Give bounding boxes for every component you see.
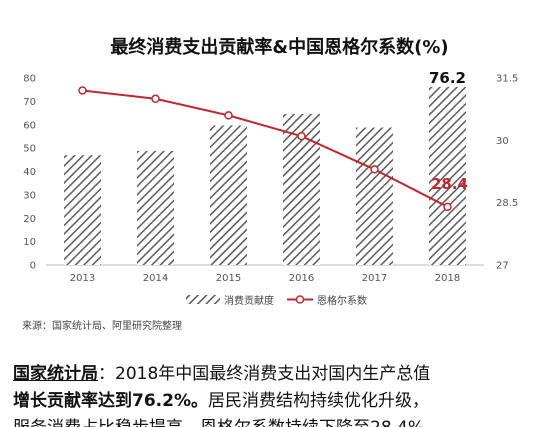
caption-text: 国家统计局：2018年中国最终消费支出对国内生产总值 增长贡献率达到76.2%。… [13,361,553,427]
caption-highlight: 增长贡献率达到76.2%。 [13,391,208,411]
line-point [78,86,87,95]
left-axis-tick-label: 30 [23,190,36,201]
x-axis-tick-label: 2013 [70,273,95,284]
right-axis-tick-label: 28.5 [496,198,518,209]
plot-area: 0 10 20 30 40 50 60 70 80 27 28.5 30 31.5 2013 2014 201… [23,69,518,307]
right-axis-tick-label: 31.5 [496,74,518,85]
caption-lead: 国家统计局 [13,364,98,384]
chart-title: 最终消费支出贡献率&中国恩格尔系数(%) [110,37,449,58]
combo-chart: 0 10 20 30 40 50 60 70 80 27 28.5 30 31.5 2013 2014 201… [23,69,518,307]
bar [210,125,247,265]
x-axis-tick-label: 2018 [435,273,460,284]
caption-line-2: 增长贡献率达到76.2%。居民消费结构持续优化升级， [13,388,553,415]
right-axis-tick-label: 27 [496,261,509,272]
left-axis-tick-label: 10 [23,237,36,248]
left-axis-tick-label: 70 [23,97,36,108]
legend-swatch-bar [186,295,220,304]
line-point [297,131,306,141]
bar [137,150,174,265]
line-point [151,94,160,104]
left-axis-tick-label: 20 [23,214,36,225]
caption-line-1-rest: ：2018年中国最终消费支出对国内生产总值 [98,364,431,384]
caption-line-1: 国家统计局：2018年中国最终消费支出对国内生产总值 [13,361,553,388]
x-axis-tick-label: 2016 [289,273,314,284]
engel-line [82,89,448,208]
left-axis-tick-label: 80 [23,74,36,85]
legend-label-bar: 消费贡献度 [224,294,274,307]
line-point [224,111,233,120]
caption-line-2-rest: 居民消费结构持续优化升级， [207,391,429,411]
x-axis-tick-label: 2014 [143,273,168,284]
legend-label-line: 恩格尔系数 [317,294,367,307]
bar [356,127,393,266]
bar [64,155,101,265]
left-axis-tick-label: 40 [23,167,36,178]
right-axis-tick-label: 30 [496,136,509,147]
left-axis-tick-label: 50 [23,144,36,155]
data-label: 28.4 [431,175,468,193]
line-point [370,165,379,174]
data-label: 76.2 [429,69,466,87]
x-axis-tick-label: 2015 [216,273,241,284]
bar [429,86,466,265]
legend-swatch-marker [295,295,305,304]
left-axis-tick-label: 60 [23,120,36,131]
caption-line-3: 服务消费占比稳步提高，恩格尔系数持续下降至28.4% [13,415,553,427]
source-note: 来源：国家统计局、阿里研究院整理 [22,321,182,332]
x-axis-tick-label: 2017 [362,273,387,284]
left-axis-tick-label: 0 [30,261,36,272]
line-point [443,202,452,212]
